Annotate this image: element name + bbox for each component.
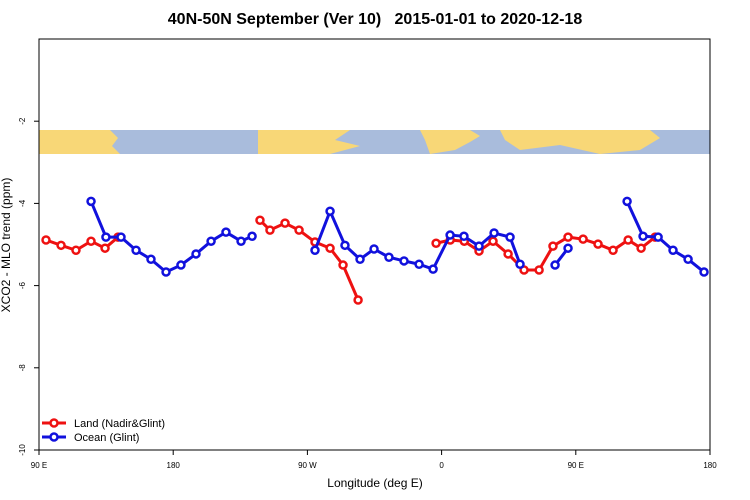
data-point (489, 228, 499, 238)
data-point (608, 245, 618, 256)
data-point (221, 227, 231, 237)
x-tick-label: 180 (167, 461, 181, 470)
data-point (638, 231, 648, 242)
legend-label: Ocean (Glint) (74, 432, 139, 444)
data-point (161, 267, 171, 277)
data-point (505, 232, 515, 242)
data-point (247, 231, 257, 242)
map-land (500, 130, 660, 154)
data-point (146, 254, 156, 265)
data-point (338, 260, 348, 270)
series-line (435, 235, 657, 272)
map-band (39, 130, 710, 154)
data-point (653, 232, 663, 242)
y-axis-label: XCO2 - MLO trend (ppm) (0, 178, 13, 313)
data-point (353, 295, 363, 305)
data-point (622, 196, 632, 207)
data-point (578, 234, 588, 244)
data-point (636, 243, 646, 253)
data-point (683, 254, 693, 265)
data-point (310, 245, 320, 256)
legend-label: Land (Nadir&Glint) (74, 418, 165, 430)
y-tick-label: -2 (18, 117, 27, 125)
legend-marker (49, 418, 59, 428)
legend-marker (49, 432, 59, 442)
y-tick-label: -4 (18, 199, 27, 207)
x-axis-label: Longitude (deg E) (327, 476, 422, 490)
series-line (258, 219, 360, 301)
data-point (86, 236, 96, 246)
data-point (414, 259, 424, 269)
data-point (176, 260, 186, 270)
data-point (280, 218, 290, 228)
data-point (699, 267, 709, 277)
legend: Land (Nadir&Glint) Ocean (Glint) (42, 418, 165, 444)
data-point (550, 260, 560, 270)
data-point (515, 259, 525, 269)
data-point (445, 230, 455, 240)
data-point (459, 231, 469, 242)
data-point (206, 236, 216, 246)
map-land (420, 130, 480, 154)
x-tick-label: 180 (703, 461, 717, 470)
data-point (265, 225, 275, 235)
data-point (668, 245, 678, 256)
x-tick-label: 0 (439, 461, 444, 470)
data-point (563, 243, 573, 253)
x-tick-label: 90 W (298, 461, 317, 470)
data-point (369, 244, 379, 254)
data-point (399, 256, 409, 266)
x-tick-label: 90 E (568, 461, 584, 470)
data-point (563, 232, 573, 242)
y-tick-label: -10 (18, 444, 27, 456)
data-point (384, 252, 394, 262)
data-point (548, 241, 558, 251)
data-point (236, 236, 246, 246)
y-tick-label: -8 (18, 364, 27, 372)
data-point (86, 196, 96, 207)
data-point (355, 254, 365, 265)
data-point (56, 240, 66, 251)
data-point (623, 235, 633, 245)
data-point (534, 265, 544, 275)
data-point (325, 243, 335, 253)
data-point (71, 245, 81, 256)
data-point (428, 264, 438, 274)
data-point (325, 206, 335, 216)
x-tick-label: 90 E (31, 461, 47, 470)
data-point (116, 232, 126, 242)
chart-title: 40N-50N September (Ver 10) 2015-01-01 to… (168, 11, 583, 28)
map-land (39, 130, 120, 154)
data-point (294, 225, 304, 235)
data-point (131, 245, 141, 256)
map-land (258, 130, 360, 154)
y-tick-label: -6 (18, 281, 27, 289)
data-point (474, 241, 484, 251)
data-point (255, 215, 265, 226)
data-point (593, 239, 603, 249)
data-point (488, 236, 498, 246)
data-point (41, 235, 51, 245)
data-point (503, 249, 513, 259)
plot-frame (38, 38, 711, 451)
data-point (431, 238, 441, 249)
data-point (101, 232, 111, 242)
data-point (100, 243, 110, 253)
data-point (340, 240, 350, 251)
data-point (191, 249, 201, 259)
series-line (89, 200, 253, 274)
